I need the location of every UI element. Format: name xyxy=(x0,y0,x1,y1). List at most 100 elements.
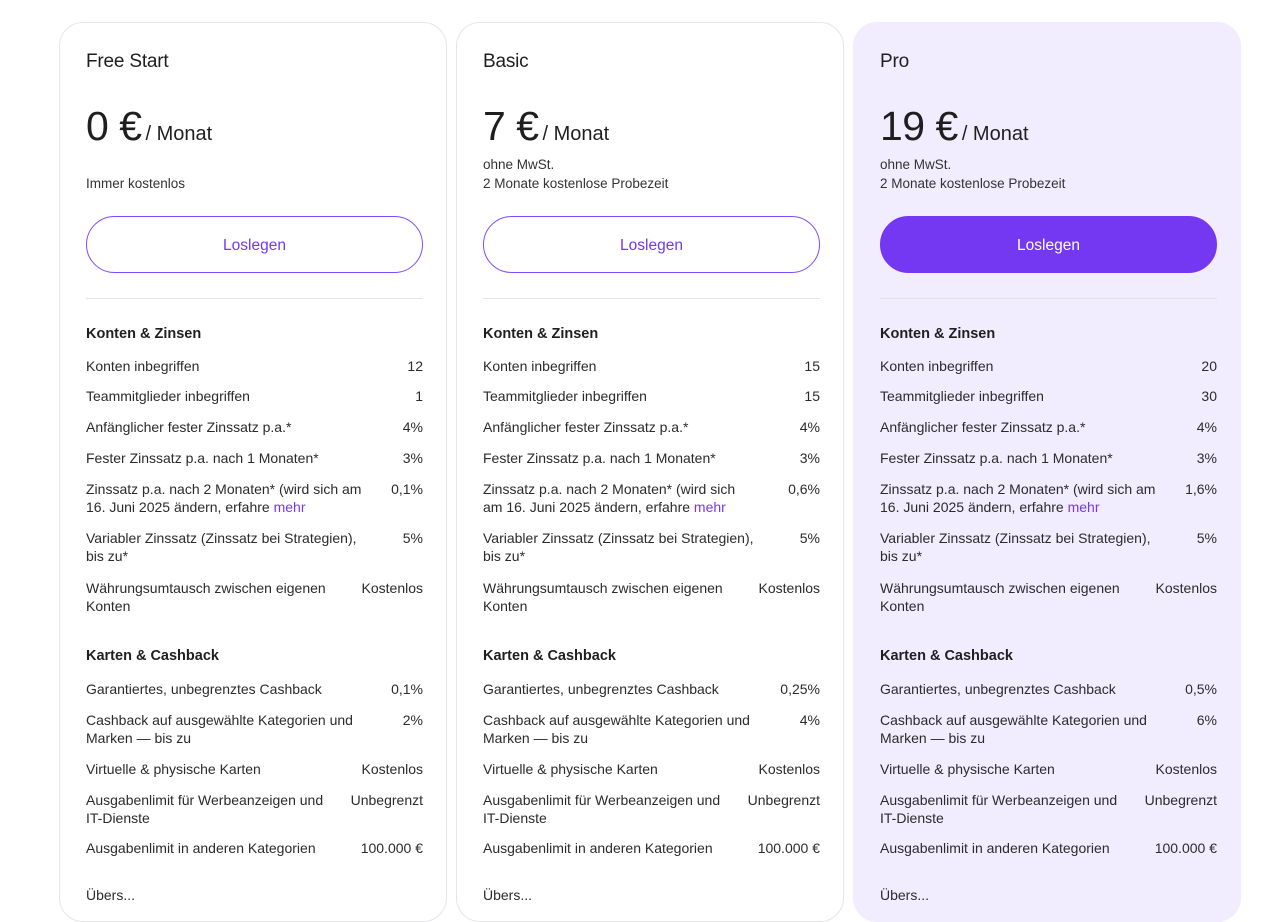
next-section-title: Übers... xyxy=(86,887,136,903)
feature-label: Anfänglicher fester Zinssatz p.a.* xyxy=(86,419,292,435)
feature-label: Konten inbegriffen xyxy=(86,358,200,374)
feature-label: Zinssatz p.a. nach 2 Monaten* (wird sich… xyxy=(86,480,364,516)
more-link[interactable]: mehr xyxy=(1067,499,1100,515)
feature-label: Teammitglieder inbegriffen xyxy=(483,388,647,404)
feature-value: 0,5% xyxy=(1185,681,1217,697)
next-section-title: Übers... xyxy=(880,887,930,903)
feature-value: 4% xyxy=(402,419,423,435)
feature-value: Kostenlos xyxy=(758,761,820,777)
feature-label: Cashback auf ausgewählte Kategorien und … xyxy=(483,712,750,746)
feature-label: Ausgabenlimit für Werbeanzeigen und IT-D… xyxy=(483,792,721,826)
feature-value: Unbegrenzt xyxy=(747,792,820,808)
feature-value: 100.000 € xyxy=(1154,840,1217,856)
feature-value: 5% xyxy=(799,530,820,546)
plan-name: Pro xyxy=(880,51,909,72)
plan-name: Free Start xyxy=(86,51,169,72)
feature-value: 3% xyxy=(402,450,423,466)
feature-value: 4% xyxy=(1196,419,1217,435)
feature-value: 6% xyxy=(1196,712,1217,728)
feature-label: Währungsumtausch zwischen eigenen Konten xyxy=(880,580,1120,614)
feature-value: 30 xyxy=(1201,388,1217,404)
feature-label-text: Zinssatz p.a. nach 2 Monaten* (wird sich… xyxy=(483,481,736,515)
get-started-button[interactable]: Loslegen xyxy=(483,216,820,273)
feature-label: Cashback auf ausgewählte Kategorien und … xyxy=(86,712,353,746)
feature-value: 100.000 € xyxy=(757,840,820,856)
plan-price: 0 € / Monat xyxy=(86,103,212,150)
plan-note: Immer kostenlos xyxy=(86,176,186,191)
section-title-cards-cashback: Karten & Cashback xyxy=(86,648,219,664)
feature-label: Garantiertes, unbegrenztes Cashback xyxy=(880,681,1116,697)
feature-label: Anfänglicher fester Zinssatz p.a.* xyxy=(880,419,1086,435)
feature-value: Kostenlos xyxy=(1155,761,1217,777)
feature-value: Kostenlos xyxy=(361,761,423,777)
feature-value: 15 xyxy=(804,388,820,404)
feature-label: Konten inbegriffen xyxy=(880,358,994,374)
feature-label: Variabler Zinssatz (Zinssatz bei Strateg… xyxy=(86,530,357,564)
feature-label: Cashback auf ausgewählte Kategorien und … xyxy=(880,712,1147,746)
plan-card-free-start: Free Start 0 € / Monat Immer kostenlos Lo… xyxy=(59,22,447,922)
feature-value: 2% xyxy=(402,712,423,728)
feature-label: Virtuelle & physische Karten xyxy=(86,761,261,777)
feature-label: Virtuelle & physische Karten xyxy=(880,761,1055,777)
feature-label: Ausgabenlimit in anderen Kategorien xyxy=(880,840,1110,856)
plan-price: 19 € / Monat xyxy=(880,103,1029,150)
section-title-cards-cashback: Karten & Cashback xyxy=(880,648,1013,664)
plan-card-basic: Basic 7 € / Monat ohne MwSt. 2 Monate kos… xyxy=(456,22,844,922)
section-title-accounts-interest: Konten & Zinsen xyxy=(880,326,996,342)
feature-label: Virtuelle & physische Karten xyxy=(483,761,658,777)
feature-label: Fester Zinssatz p.a. nach 1 Monaten* xyxy=(880,450,1113,466)
divider xyxy=(86,298,423,299)
feature-value: Kostenlos xyxy=(361,580,423,596)
feature-label: Variabler Zinssatz (Zinssatz bei Strateg… xyxy=(483,530,754,564)
feature-value: 0,25% xyxy=(780,681,820,697)
feature-label: Ausgabenlimit für Werbeanzeigen und IT-D… xyxy=(880,792,1118,826)
more-link[interactable]: mehr xyxy=(273,499,306,515)
feature-value: Kostenlos xyxy=(1155,580,1217,596)
feature-value: 0,1% xyxy=(391,681,423,697)
plan-note-trial: 2 Monate kostenlose Probezeit xyxy=(483,176,669,191)
feature-value: 1 xyxy=(415,388,423,404)
feature-label-text: Zinssatz p.a. nach 2 Monaten* (wird sich… xyxy=(880,481,1156,515)
next-section-title: Übers... xyxy=(483,887,533,903)
feature-label: Währungsumtausch zwischen eigenen Konten xyxy=(483,580,723,614)
feature-value: 100.000 € xyxy=(360,840,423,856)
price-amount: 7 € xyxy=(483,103,539,149)
section-title-accounts-interest: Konten & Zinsen xyxy=(483,326,599,342)
price-amount: 0 € xyxy=(86,103,142,149)
feature-label: Anfänglicher fester Zinssatz p.a.* xyxy=(483,419,689,435)
feature-label: Ausgabenlimit in anderen Kategorien xyxy=(86,840,316,856)
feature-value: 5% xyxy=(402,530,423,546)
feature-value: 4% xyxy=(799,712,820,728)
feature-label: Zinssatz p.a. nach 2 Monaten* (wird sich… xyxy=(880,480,1158,516)
feature-value: 0,1% xyxy=(391,481,423,497)
feature-value: 20 xyxy=(1201,358,1217,374)
feature-value: 0,6% xyxy=(788,481,820,497)
section-title-cards-cashback: Karten & Cashback xyxy=(483,648,616,664)
price-period: / Monat xyxy=(145,123,213,145)
plan-name: Basic xyxy=(483,51,529,72)
more-link[interactable]: mehr xyxy=(693,499,726,515)
feature-value: 3% xyxy=(1196,450,1217,466)
feature-label: Garantiertes, unbegrenztes Cashback xyxy=(483,681,719,697)
divider xyxy=(483,298,820,299)
plan-note-trial: 2 Monate kostenlose Probezeit xyxy=(880,176,1066,191)
divider xyxy=(880,298,1217,299)
get-started-button[interactable]: Loslegen xyxy=(86,216,423,273)
price-period: / Monat xyxy=(961,123,1029,145)
feature-value: Unbegrenzt xyxy=(350,792,423,808)
feature-label: Teammitglieder inbegriffen xyxy=(880,388,1044,404)
get-started-button[interactable]: Loslegen xyxy=(880,216,1217,273)
feature-value: 4% xyxy=(799,419,820,435)
plan-price: 7 € / Monat xyxy=(483,103,609,150)
feature-value: 12 xyxy=(407,358,423,374)
feature-value: Kostenlos xyxy=(758,580,820,596)
feature-value: 5% xyxy=(1196,530,1217,546)
feature-label: Variabler Zinssatz (Zinssatz bei Strateg… xyxy=(880,530,1151,564)
price-amount: 19 € xyxy=(880,103,958,149)
plan-note-vat: ohne MwSt. xyxy=(483,157,555,172)
feature-label: Währungsumtausch zwischen eigenen Konten xyxy=(86,580,326,614)
section-title-accounts-interest: Konten & Zinsen xyxy=(86,326,202,342)
feature-value: 15 xyxy=(804,358,820,374)
feature-label: Garantiertes, unbegrenztes Cashback xyxy=(86,681,322,697)
plan-note-vat: ohne MwSt. xyxy=(880,157,952,172)
